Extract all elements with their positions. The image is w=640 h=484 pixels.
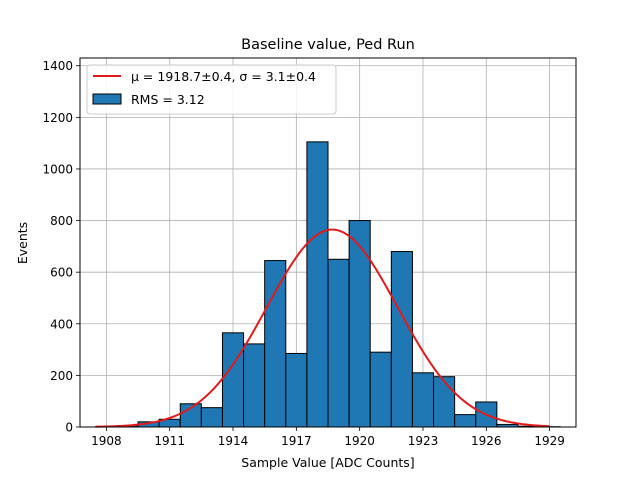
histogram-bar: [222, 333, 243, 427]
x-tick-label: 1920: [344, 434, 375, 448]
x-tick-label: 1911: [154, 434, 185, 448]
histogram-bar: [434, 377, 455, 427]
histogram-bar: [370, 352, 391, 427]
histogram-bar: [328, 259, 349, 427]
histogram-bar: [201, 408, 222, 427]
chart-title: Baseline value, Ped Run: [241, 37, 415, 53]
y-tick-label: 600: [50, 266, 73, 280]
y-tick-label: 1000: [42, 162, 73, 176]
histogram-bar: [307, 142, 328, 427]
x-tick-label: 1926: [471, 434, 502, 448]
histogram-bar: [455, 415, 476, 427]
histogram-bar: [244, 344, 265, 427]
legend: μ = 1918.7±0.4, σ = 3.1±0.4 RMS = 3.12: [87, 65, 336, 114]
histogram-bar: [265, 261, 286, 427]
x-tick-label: 1917: [281, 434, 312, 448]
x-tick-label: 1923: [408, 434, 439, 448]
y-tick-label: 1200: [42, 111, 73, 125]
x-tick-label: 1914: [218, 434, 249, 448]
y-tick-label: 0: [65, 421, 73, 435]
histogram-bar: [286, 353, 307, 427]
y-axis-label: Events: [15, 222, 30, 264]
x-axis-label: Sample Value [ADC Counts]: [241, 455, 414, 470]
legend-fit-label: μ = 1918.7±0.4, σ = 3.1±0.4: [131, 69, 316, 84]
y-tick-label: 1400: [42, 59, 73, 73]
histogram-bar: [391, 252, 412, 427]
x-tick-label: 1908: [91, 434, 122, 448]
y-tick-label: 400: [50, 317, 73, 331]
histogram-bar: [349, 221, 370, 427]
y-tick-label: 200: [50, 369, 73, 383]
legend-hist-swatch: [93, 94, 121, 104]
y-tick-label: 800: [50, 214, 73, 228]
histogram-bar: [412, 373, 433, 427]
x-tick-label: 1929: [534, 434, 565, 448]
legend-hist-label: RMS = 3.12: [131, 92, 205, 107]
